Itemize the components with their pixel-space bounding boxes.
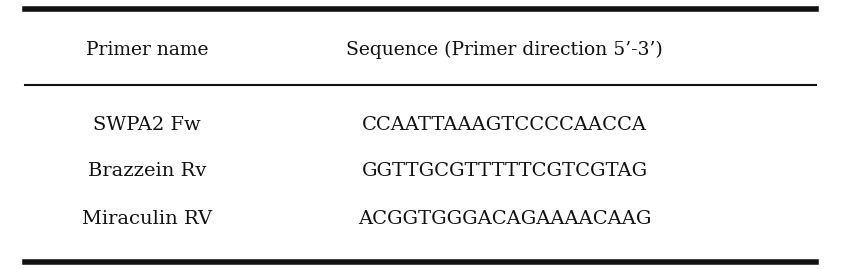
Text: Miraculin RV: Miraculin RV xyxy=(82,210,212,228)
Text: Brazzein Rv: Brazzein Rv xyxy=(88,162,206,180)
Text: CCAATTAAAGTCCCCAACCA: CCAATTAAAGTCCCCAACCA xyxy=(362,116,647,134)
Text: Primer name: Primer name xyxy=(86,41,209,59)
Text: SWPA2 Fw: SWPA2 Fw xyxy=(93,116,201,134)
Text: ACGGTGGGACAGAAAACAAG: ACGGTGGGACAGAAAACAAG xyxy=(358,210,651,228)
Text: Sequence (Primer direction 5’-3’): Sequence (Primer direction 5’-3’) xyxy=(346,41,663,59)
Text: GGTTGCGTTTTTCGTCGTAG: GGTTGCGTTTTTCGTCGTAG xyxy=(362,162,648,180)
